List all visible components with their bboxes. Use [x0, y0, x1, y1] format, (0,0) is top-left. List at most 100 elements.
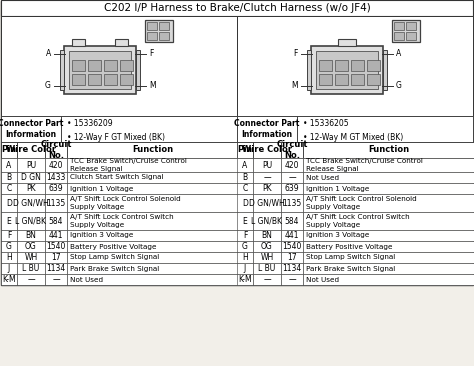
Bar [367, 60, 380, 71]
Bar [45, 263, 67, 274]
Bar [1, 16, 237, 116]
Text: 1135: 1135 [46, 198, 65, 208]
Text: OG: OG [25, 242, 37, 251]
Bar [311, 46, 383, 94]
Text: A/T Shift Lock Control Switch: A/T Shift Lock Control Switch [70, 214, 173, 220]
Bar [67, 158, 238, 172]
Text: Connector Part
Information: Connector Part Information [0, 119, 64, 139]
Text: 17: 17 [287, 253, 297, 262]
Bar [1, 230, 17, 241]
Bar [335, 60, 348, 71]
Text: A/T Shift Lock Control Switch: A/T Shift Lock Control Switch [306, 214, 410, 220]
Text: —: — [52, 275, 60, 284]
Bar [281, 230, 303, 241]
Text: Pin: Pin [237, 146, 253, 154]
Bar [45, 194, 67, 212]
Text: 639: 639 [285, 184, 299, 193]
Bar [253, 241, 281, 252]
Text: A: A [242, 161, 247, 169]
Bar [1, 263, 17, 274]
Text: Not Used: Not Used [306, 276, 339, 283]
Bar [1, 1, 473, 285]
Bar [253, 183, 281, 194]
Text: Stop Lamp Switch Signal: Stop Lamp Switch Signal [70, 254, 159, 261]
Text: L GN/BK: L GN/BK [252, 217, 283, 225]
Bar [1, 0, 473, 16]
Bar [303, 230, 474, 241]
Bar [1, 252, 17, 263]
Bar [367, 74, 380, 85]
Bar [237, 16, 473, 116]
Text: G: G [242, 242, 248, 251]
Text: Stop Lamp Switch Signal: Stop Lamp Switch Signal [306, 254, 395, 261]
Text: Function: Function [132, 146, 173, 154]
Bar [237, 158, 253, 172]
Bar [64, 46, 136, 94]
Text: Supply Voltage: Supply Voltage [306, 203, 360, 209]
Bar [17, 194, 45, 212]
Text: 1134: 1134 [46, 264, 65, 273]
Bar [120, 60, 133, 71]
Text: 584: 584 [285, 217, 299, 225]
Text: D GN/WH: D GN/WH [249, 198, 285, 208]
Bar [17, 241, 45, 252]
Bar [253, 230, 281, 241]
Text: L GN/BK: L GN/BK [16, 217, 46, 225]
Text: Circuit
No.: Circuit No. [276, 140, 308, 160]
Text: Battery Positive Voltage: Battery Positive Voltage [306, 243, 392, 250]
Bar [237, 172, 253, 183]
Text: Connector Part
Information: Connector Part Information [234, 119, 300, 139]
Text: B: B [242, 173, 247, 182]
Bar [67, 172, 238, 183]
Bar [237, 194, 253, 212]
Bar [69, 51, 131, 89]
Text: Supply Voltage: Supply Voltage [70, 221, 124, 228]
Text: TCC Brake Switch/Cruise Control: TCC Brake Switch/Cruise Control [70, 158, 187, 164]
Bar [406, 22, 416, 30]
Text: BN: BN [26, 231, 36, 240]
Bar [406, 32, 416, 40]
Text: Battery Positive Voltage: Battery Positive Voltage [70, 243, 156, 250]
Text: PU: PU [262, 161, 272, 169]
Bar [394, 22, 404, 30]
Bar [335, 74, 348, 85]
Bar [67, 252, 238, 263]
Bar [45, 252, 67, 263]
Bar [253, 252, 281, 263]
Text: • 12-Way F GT Mixed (BK): • 12-Way F GT Mixed (BK) [67, 132, 165, 142]
Bar [253, 158, 281, 172]
Bar [67, 230, 238, 241]
Text: L BU: L BU [258, 264, 275, 273]
Text: Release Signal: Release Signal [70, 165, 123, 172]
Text: Wire Color: Wire Color [6, 146, 56, 154]
Bar [392, 20, 420, 42]
Bar [281, 274, 303, 285]
Text: • 15336209: • 15336209 [67, 119, 113, 127]
Bar [237, 142, 253, 158]
Bar [281, 142, 303, 158]
Text: C: C [242, 184, 247, 193]
Text: G: G [396, 82, 402, 90]
Bar [281, 263, 303, 274]
Bar [237, 241, 253, 252]
Text: M: M [149, 82, 155, 90]
Text: A/T Shift Lock Control Solenoid: A/T Shift Lock Control Solenoid [70, 197, 181, 202]
Text: D: D [6, 198, 12, 208]
Text: 1540: 1540 [46, 242, 66, 251]
Text: B: B [7, 173, 11, 182]
Text: Supply Voltage: Supply Voltage [70, 203, 124, 209]
Bar [394, 32, 404, 40]
Text: F: F [149, 49, 154, 59]
Text: E: E [243, 217, 247, 225]
Text: G: G [6, 242, 12, 251]
Text: Function: Function [368, 146, 409, 154]
Bar [67, 194, 238, 212]
Bar [253, 212, 281, 230]
Text: 441: 441 [285, 231, 299, 240]
Text: C202 I/P Harness to Brake/Clutch Harness (w/o JF4): C202 I/P Harness to Brake/Clutch Harness… [104, 3, 370, 13]
Text: Ignition 3 Voltage: Ignition 3 Voltage [306, 232, 369, 239]
Text: Not Used: Not Used [70, 276, 103, 283]
Text: G: G [45, 82, 51, 90]
Text: Not Used: Not Used [306, 175, 339, 180]
Bar [253, 274, 281, 285]
